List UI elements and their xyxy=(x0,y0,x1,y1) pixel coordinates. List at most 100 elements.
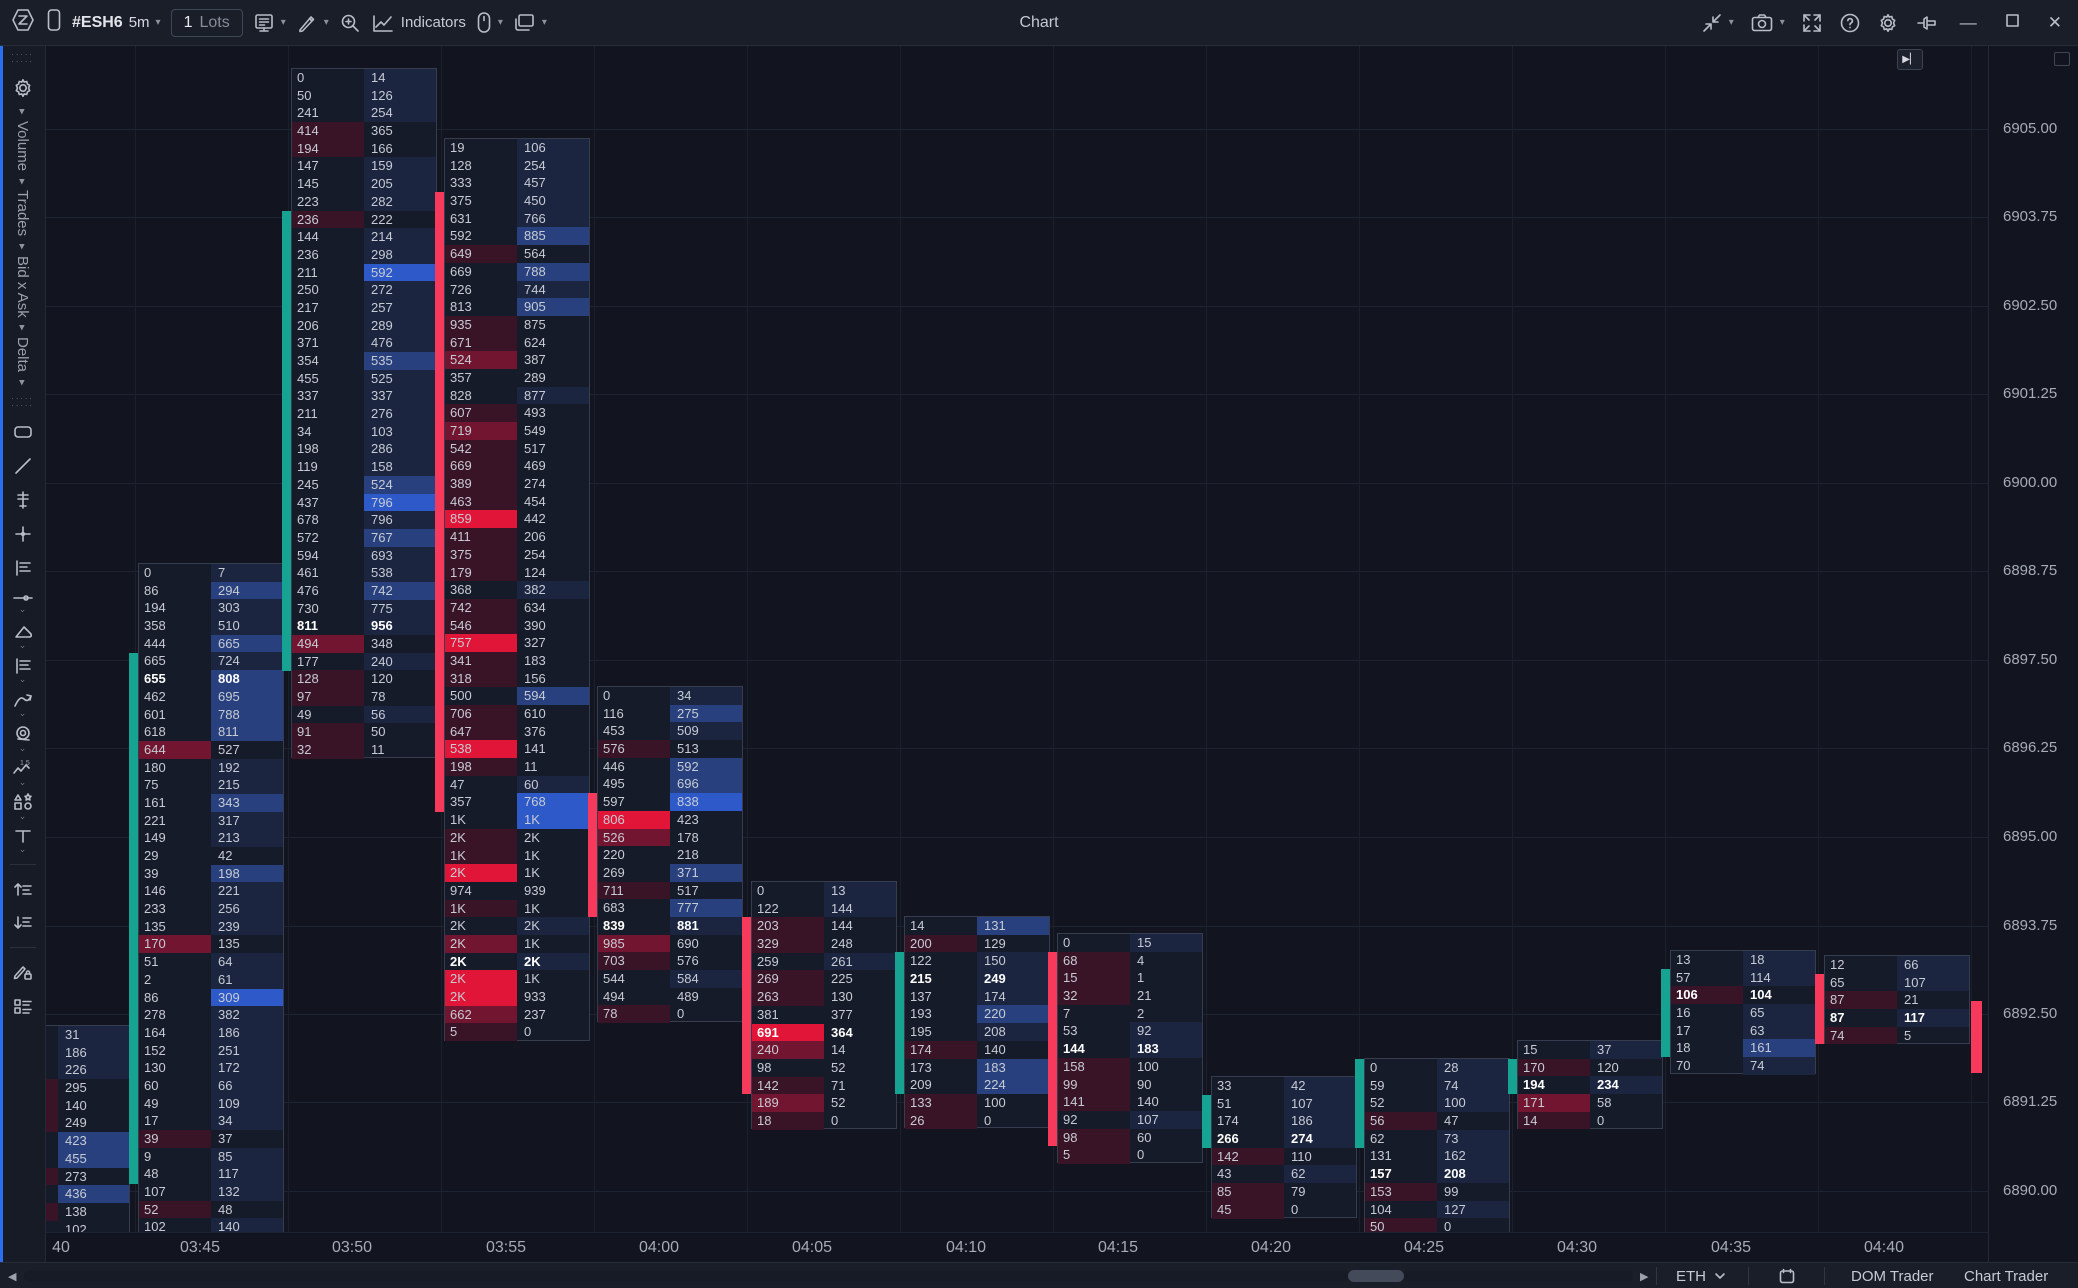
horizontal-scrollbar-track[interactable] xyxy=(24,1271,1633,1281)
time-gridline xyxy=(1971,46,1972,1232)
footprint-row: 221 317 xyxy=(139,811,283,830)
lots-input[interactable]: 1 Lots xyxy=(170,8,243,37)
scroll-right-arrow-icon[interactable]: ▶ xyxy=(1640,1270,1649,1283)
pin-button[interactable] xyxy=(1915,12,1938,34)
footprint-row: 78 0 xyxy=(598,1005,742,1024)
price-gridline xyxy=(46,1191,1988,1192)
ask-cell: 215 xyxy=(211,776,283,794)
scroll-left-arrow-icon[interactable]: ◀ xyxy=(8,1270,17,1283)
settings-gear-button[interactable] xyxy=(1877,12,1899,34)
minimize-button[interactable]: — xyxy=(1959,12,1977,32)
dom-trader-button[interactable]: DOM Trader xyxy=(1851,1263,1934,1288)
screenshot-button[interactable]: ▾ xyxy=(1750,12,1785,34)
trendline-tool-icon[interactable] xyxy=(13,449,33,483)
time-axis[interactable]: 40 03:45 03:50 03:55 04:00 04:05 04:10 04:15 04:… xyxy=(46,1232,1988,1262)
footprint-row: 194 303 xyxy=(139,599,283,618)
footprint-row: 318 156 xyxy=(445,669,589,688)
mouse-mode-button[interactable]: ▾ xyxy=(476,11,503,34)
ask-cell: 1K xyxy=(517,811,589,829)
bid-cell: 78 xyxy=(598,1005,670,1024)
svg-text:1 5: 1 5 xyxy=(20,760,30,767)
footprint-row: 423 xyxy=(46,1132,129,1150)
footprint-row: 437 796 xyxy=(292,493,436,512)
ask-cell: 513 xyxy=(677,741,699,757)
footprint-row: 194 166 xyxy=(292,139,436,158)
crosshair-tool-icon[interactable] xyxy=(13,517,33,551)
ask-cell: 172 xyxy=(211,1059,283,1077)
footprint-row: 278 382 xyxy=(139,1006,283,1024)
rectangle-tool-icon[interactable] xyxy=(12,415,34,449)
time-gridline xyxy=(747,46,748,1232)
dom-panel-button[interactable]: ▾ xyxy=(253,12,286,34)
drawing-tools-button[interactable]: ▾ xyxy=(296,12,329,34)
symbol-selector[interactable]: #ESH6 5m ▾ xyxy=(72,14,161,32)
send-backward-icon[interactable] xyxy=(12,906,34,940)
sidebar-item-volume[interactable]: ▸ Volume xyxy=(14,109,31,171)
footprint-row: 99 90 xyxy=(1058,1075,1202,1094)
footprint-row: 703 576 xyxy=(598,952,742,970)
sidebar-item-trades[interactable]: ▸ Trades xyxy=(14,179,31,237)
axis-settings-icon[interactable] xyxy=(2054,52,2070,66)
shapes-tool-icon[interactable]: ⌄ xyxy=(12,789,34,823)
drag-handle-icon[interactable]: ∙∙∙∙∙ ∙∙∙∙∙ xyxy=(11,49,34,66)
bid-cell: 1K xyxy=(445,846,517,865)
ask-cell: 64 xyxy=(211,953,283,971)
chart-trader-button[interactable]: Chart Trader xyxy=(1964,1263,2048,1288)
ask-cell: 129 xyxy=(984,935,1006,951)
bid-cell: 806 xyxy=(598,810,670,829)
footprint-row: 14 0 xyxy=(1518,1111,1662,1130)
footprint-row: 164 186 xyxy=(139,1023,283,1042)
fullscreen-button[interactable] xyxy=(1801,12,1823,34)
chart-canvas[interactable]: ▶▏ 31 186 226 295 140 249 423 455 273 436 138 102 0 7… xyxy=(46,46,1988,1262)
footprint-row: 476 742 xyxy=(292,581,436,600)
curve-arrow-tool-icon[interactable]: ⌄ xyxy=(12,687,34,721)
fixed-range-profile-tool-icon[interactable]: ⌄ xyxy=(13,653,33,687)
bid-cell: 211 xyxy=(297,264,318,280)
bid-cell: 678 xyxy=(297,512,319,528)
ask-cell: 509 xyxy=(670,722,742,741)
ask-cell: 222 xyxy=(371,211,393,227)
ask-cell: 140 xyxy=(211,1218,283,1237)
session-calendar-button[interactable] xyxy=(1778,1263,1796,1288)
footprint-row: 375 450 xyxy=(445,192,589,210)
drag-handle-icon[interactable]: ∙∙∙∙∙ ∙∙∙∙∙ xyxy=(11,392,34,410)
indicators-button[interactable]: Indicators xyxy=(371,12,466,34)
footprint-row: 13 18 xyxy=(1671,951,1815,969)
session-selector[interactable]: ETH xyxy=(1676,1263,1726,1288)
horizontal-scrollbar-handle[interactable] xyxy=(1348,1270,1404,1282)
elliott-wave-tool-icon[interactable]: 1 5 ⌄ xyxy=(12,755,34,789)
price-axis[interactable]: 6905.00 6903.75 6902.50 6901.25 6900.00 6898.… xyxy=(1988,46,2078,1262)
price-gridline xyxy=(46,129,1988,130)
volume-profile-tool-icon[interactable] xyxy=(13,551,33,585)
bring-forward-icon[interactable] xyxy=(12,872,34,906)
mobile-device-icon[interactable] xyxy=(46,8,62,37)
window-layout-button[interactable]: ▾ xyxy=(513,12,547,34)
time-gridline xyxy=(1512,46,1513,1232)
text-tool-icon[interactable]: ⌄ xyxy=(13,823,33,857)
lock-drawings-icon[interactable] xyxy=(12,955,34,989)
ask-cell: 538 xyxy=(364,564,436,582)
help-button[interactable] xyxy=(1839,12,1861,34)
close-button[interactable]: ✕ xyxy=(2047,12,2062,32)
maximize-button[interactable] xyxy=(1999,13,2026,33)
bid-cell: 2K xyxy=(445,970,517,988)
horizontal-line-tool-icon[interactable]: ⌄ xyxy=(12,585,34,619)
footprint-row: 86 294 xyxy=(139,581,283,600)
footprint-row: 75 215 xyxy=(139,776,283,794)
triangle-shape-tool-icon[interactable]: ⌄ xyxy=(12,619,34,653)
zoom-in-button[interactable] xyxy=(339,12,361,34)
measure-tool-icon[interactable] xyxy=(13,483,33,517)
footprint-row: 31 xyxy=(46,1026,129,1044)
chart-settings-gear-icon[interactable] xyxy=(12,71,34,105)
sidebar-divider xyxy=(9,863,36,865)
magnet-spiral-tool-icon[interactable]: ⌄ xyxy=(13,721,33,755)
sidebar-item-bid-x-ask[interactable]: ▸ Bid x Ask xyxy=(14,244,31,317)
go-to-realtime-button[interactable]: ▶▏ xyxy=(1897,49,1923,70)
price-gridline xyxy=(46,483,1988,484)
collapse-window-button[interactable]: ▾ xyxy=(1701,12,1734,34)
object-tree-icon[interactable] xyxy=(12,989,34,1023)
footprint-row: 337 337 xyxy=(292,387,436,406)
sidebar-item-more[interactable]: ▸ xyxy=(16,380,29,386)
sidebar-item-delta[interactable]: ▸ Delta xyxy=(14,325,31,372)
